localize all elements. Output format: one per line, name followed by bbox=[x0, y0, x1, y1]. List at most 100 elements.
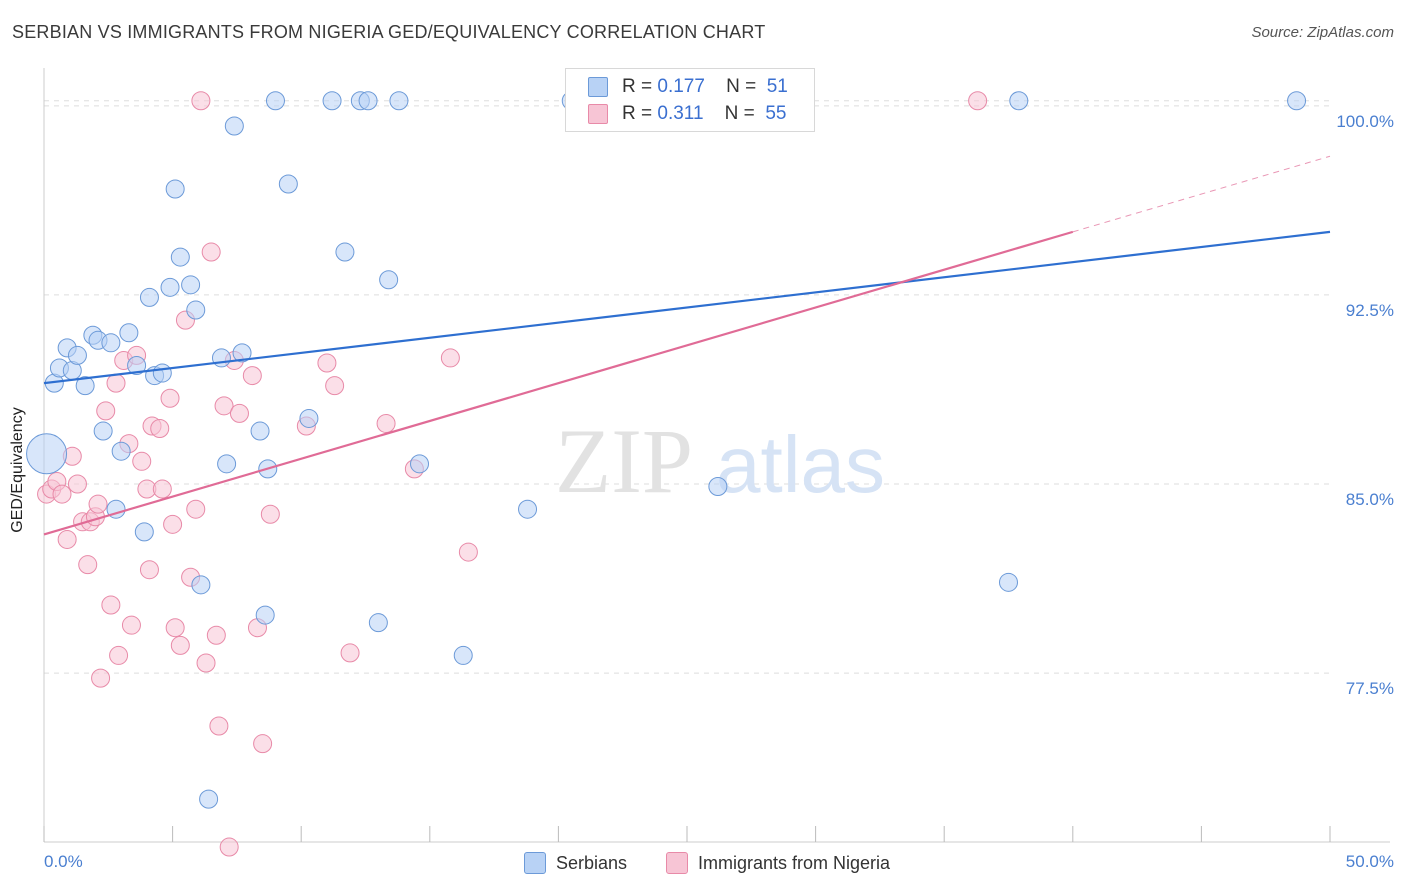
chart-title: SERBIAN VS IMMIGRANTS FROM NIGERIA GED/E… bbox=[12, 22, 766, 42]
legend-swatch-serbians bbox=[588, 77, 608, 97]
nigeria-point-49 bbox=[325, 376, 345, 396]
serbians-point-0 bbox=[26, 433, 68, 475]
serbians-point-45 bbox=[518, 499, 538, 519]
serbians-point-10 bbox=[101, 333, 121, 353]
nigeria-point-19 bbox=[121, 615, 141, 635]
legend-r-value-serbians: 0.177 bbox=[657, 76, 705, 97]
serbians-point-44 bbox=[453, 645, 473, 665]
nigeria-point-39 bbox=[214, 396, 234, 416]
serbians-point-30 bbox=[250, 421, 270, 441]
y-tick-label-85: 85.0% bbox=[1345, 489, 1394, 509]
nigeria-point-28 bbox=[163, 514, 183, 534]
nigeria-point-42 bbox=[229, 403, 249, 423]
serbians-point-28 bbox=[224, 116, 244, 136]
serbians-point-47 bbox=[708, 477, 728, 497]
serbians-point-22 bbox=[181, 275, 201, 295]
legend-n-value-nigeria: 55 bbox=[765, 103, 787, 124]
serbians-point-24 bbox=[191, 575, 211, 595]
nigeria-point-4 bbox=[57, 529, 77, 549]
nigeria-point-13 bbox=[96, 401, 116, 421]
nigeria-point-3 bbox=[52, 484, 72, 504]
legend-r-label: R = bbox=[622, 76, 653, 97]
serbians-point-50 bbox=[1287, 91, 1307, 111]
serbians-point-29 bbox=[232, 343, 252, 363]
nigeria-trend-line bbox=[43, 230, 1074, 536]
serbians-point-31 bbox=[255, 605, 275, 625]
serbians-point-49 bbox=[1009, 91, 1029, 111]
nigeria-point-15 bbox=[106, 373, 126, 393]
serbians-point-26 bbox=[211, 348, 231, 368]
nigeria-point-54 bbox=[458, 542, 478, 562]
bottom-legend-label-nigeria: Immigrants from Nigeria bbox=[698, 852, 891, 873]
serbians-point-15 bbox=[134, 522, 154, 542]
nigeria-point-35 bbox=[196, 653, 216, 673]
serbians-point-35 bbox=[299, 408, 319, 428]
legend-n-label: N = bbox=[726, 76, 757, 97]
series-serbians-points bbox=[26, 91, 1307, 809]
serbians-point-40 bbox=[368, 613, 388, 633]
serbians-point-5 bbox=[67, 345, 87, 365]
y-tick-label-92.5: 92.5% bbox=[1345, 300, 1394, 320]
serbians-point-37 bbox=[335, 242, 355, 262]
nigeria-point-26 bbox=[152, 479, 172, 499]
gridlines bbox=[44, 100, 1330, 674]
bottom-legend-serbians: Serbians bbox=[524, 852, 627, 874]
nigeria-trend-extension bbox=[1072, 155, 1331, 233]
serbians-point-13 bbox=[119, 323, 139, 343]
serbians-point-16 bbox=[139, 287, 159, 307]
y-tick-label-100: 100.0% bbox=[1336, 111, 1394, 131]
serbians-point-6 bbox=[75, 376, 95, 396]
legend-swatch-nigeria bbox=[588, 104, 608, 124]
nigeria-point-33 bbox=[186, 499, 206, 519]
legend: R = 0.177 N = 51 R = 0.311 N = 55 bbox=[565, 68, 815, 132]
nigeria-point-16 bbox=[109, 645, 129, 665]
nigeria-point-11 bbox=[88, 494, 108, 514]
serbians-point-25 bbox=[199, 789, 219, 809]
nigeria-point-21 bbox=[132, 451, 152, 471]
nigeria-point-43 bbox=[242, 366, 262, 386]
nigeria-point-46 bbox=[260, 504, 280, 524]
legend-r-value-nigeria: 0.311 bbox=[657, 103, 704, 124]
serbians-point-14 bbox=[127, 355, 147, 375]
serbians-point-33 bbox=[265, 91, 285, 111]
y-axis-label: GED/Equivalency bbox=[9, 407, 26, 533]
nigeria-point-30 bbox=[170, 635, 190, 655]
nigeria-point-27 bbox=[160, 388, 180, 408]
serbians-point-19 bbox=[160, 277, 180, 297]
bottom-legend-swatch-nigeria bbox=[666, 852, 688, 874]
y-tick-label-77.5: 77.5% bbox=[1345, 679, 1394, 699]
series-nigeria-points bbox=[37, 91, 988, 857]
nigeria-point-53 bbox=[440, 348, 460, 368]
bottom-legend-nigeria: Immigrants from Nigeria bbox=[666, 852, 890, 874]
serbians-point-39 bbox=[358, 91, 378, 111]
serbians-point-34 bbox=[278, 174, 298, 194]
trend-lines bbox=[43, 155, 1331, 536]
nigeria-point-14 bbox=[101, 595, 121, 615]
legend-r-label: R = bbox=[622, 103, 653, 124]
nigeria-point-36 bbox=[201, 242, 221, 262]
legend-n-label: N = bbox=[724, 103, 755, 124]
legend-n-value-serbians: 51 bbox=[766, 76, 788, 97]
serbians-point-21 bbox=[170, 247, 190, 267]
nigeria-point-45 bbox=[253, 734, 273, 754]
nigeria-point-40 bbox=[219, 837, 239, 857]
serbians-point-18 bbox=[152, 363, 172, 383]
serbians-point-41 bbox=[379, 270, 399, 290]
nigeria-point-34 bbox=[191, 91, 211, 111]
nigeria-point-51 bbox=[376, 413, 396, 433]
serbians-point-43 bbox=[410, 454, 430, 474]
serbians-point-23 bbox=[186, 300, 206, 320]
bottom-legend-swatch-serbians bbox=[524, 852, 546, 874]
serbians-point-20 bbox=[165, 179, 185, 199]
serbians-trend-line bbox=[43, 230, 1331, 385]
nigeria-point-37 bbox=[206, 625, 226, 645]
x-tick-label-max: 50.0% bbox=[1345, 852, 1394, 871]
watermark-atlas: atlas bbox=[716, 420, 885, 509]
nigeria-point-50 bbox=[340, 643, 360, 663]
serbians-point-36 bbox=[322, 91, 342, 111]
nigeria-point-55 bbox=[968, 91, 988, 111]
nigeria-point-8 bbox=[78, 555, 98, 575]
nigeria-point-23 bbox=[139, 560, 159, 580]
nigeria-point-38 bbox=[209, 716, 229, 736]
